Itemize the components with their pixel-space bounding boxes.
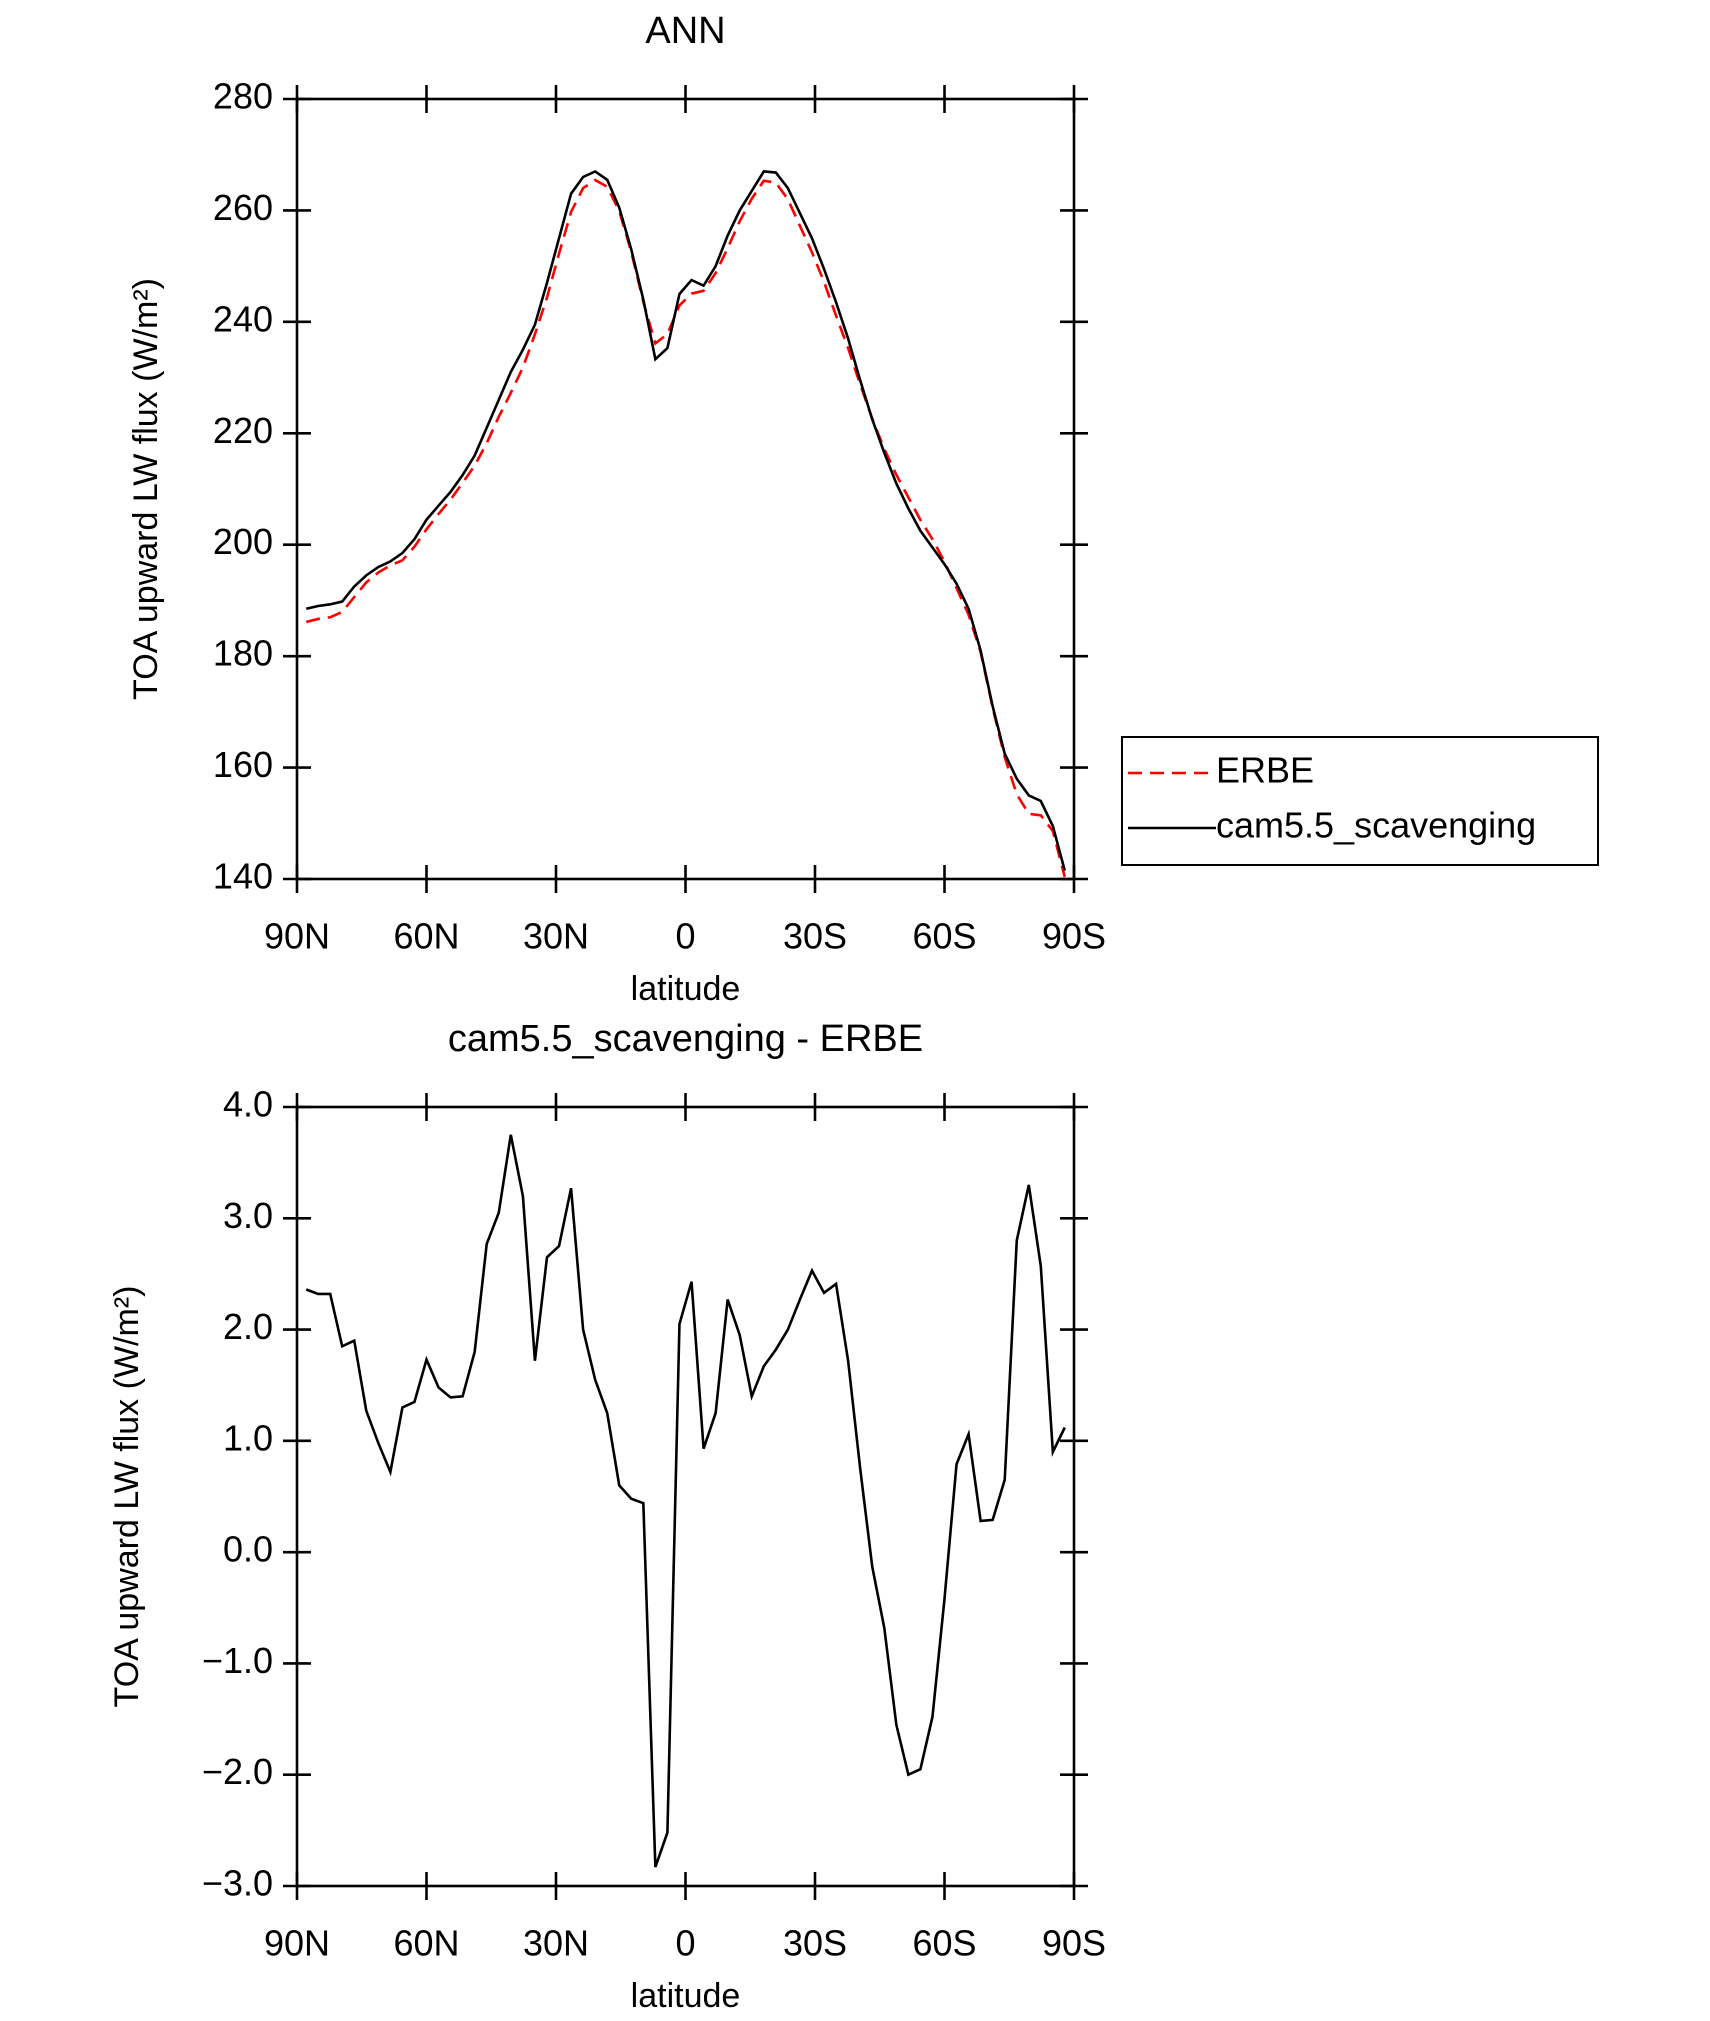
x-tick-label: 60S (912, 916, 976, 957)
x-axis-label: latitude (631, 970, 741, 1008)
y-tick-label: 2.0 (223, 1306, 273, 1347)
x-axis-label: latitude (631, 1977, 741, 2015)
y-tick-label: −3.0 (202, 1863, 273, 1904)
x-tick-label: 90S (1042, 1923, 1106, 1964)
x-tick-label: 90N (264, 1923, 330, 1964)
series-line (305, 178, 1067, 878)
legend-box (1121, 736, 1599, 866)
plot-frame (295, 1105, 1076, 1888)
y-tick-label: 240 (213, 298, 273, 339)
series-line (305, 169, 1067, 871)
chart-title: cam5.5_scavenging - ERBE (448, 1018, 923, 1060)
y-tick-label: −1.0 (202, 1640, 273, 1681)
x-tick-label: 60N (393, 916, 459, 957)
y-tick-label: 160 (213, 744, 273, 785)
y-tick-label: 140 (213, 856, 273, 897)
y-tick-label: 260 (213, 187, 273, 228)
y-tick-label: 3.0 (223, 1195, 273, 1236)
x-tick-label: 0 (675, 916, 695, 957)
y-tick-label: 180 (213, 633, 273, 674)
x-tick-label: 60N (393, 1923, 459, 1964)
y-tick-label: 200 (213, 521, 273, 562)
legend-label: ERBE (1216, 750, 1314, 791)
x-tick-label: 90S (1042, 916, 1106, 957)
x-tick-label: 30N (523, 1923, 589, 1964)
y-tick-label: 0.0 (223, 1529, 273, 1570)
y-tick-label: 220 (213, 410, 273, 451)
y-tick-label: 4.0 (223, 1084, 273, 1125)
series-line (305, 1134, 1066, 1868)
y-tick-label: 1.0 (223, 1417, 273, 1458)
chart-title: ANN (645, 10, 725, 52)
y-axis-label: TOA upward LW flux (W/m²) (108, 1286, 146, 1708)
x-tick-label: 0 (675, 1923, 695, 1964)
y-axis-label: TOA upward LW flux (W/m²) (127, 278, 165, 700)
x-tick-label: 60S (912, 1923, 976, 1964)
plot-frame (295, 97, 1076, 881)
y-tick-label: 280 (213, 76, 273, 117)
x-tick-label: 30S (783, 916, 847, 957)
x-tick-label: 30S (783, 1923, 847, 1964)
x-tick-label: 30N (523, 916, 589, 957)
y-tick-label: −2.0 (202, 1751, 273, 1792)
x-tick-label: 90N (264, 916, 330, 957)
legend-label: cam5.5_scavenging (1216, 805, 1536, 846)
